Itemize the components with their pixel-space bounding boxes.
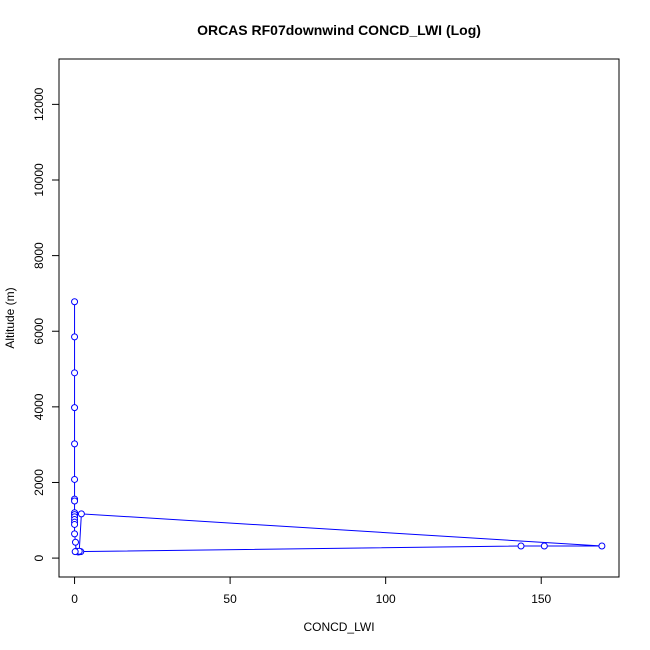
data-point — [540, 542, 548, 550]
y-tick-label: 2000 — [32, 469, 46, 496]
data-point — [71, 530, 79, 538]
y-axis: 0 2000 4000 6000 8000 10000 12000 — [32, 87, 60, 561]
data-point — [71, 520, 79, 528]
x-tick-label: 50 — [223, 592, 237, 606]
y-tick-label: 10000 — [32, 163, 46, 197]
data-point — [71, 538, 79, 546]
y-axis-label: Altitude (m) — [3, 287, 17, 348]
y-tick-label: 0 — [32, 554, 46, 561]
series-line — [74, 301, 602, 553]
y-tick-label: 12000 — [32, 87, 46, 121]
data-point — [71, 548, 79, 556]
y-tick-label: 4000 — [32, 393, 46, 420]
x-axis-label: CONCD_LWI — [303, 620, 374, 634]
x-tick-label: 150 — [531, 592, 551, 606]
data-point — [517, 542, 525, 550]
y-tick-label: 8000 — [32, 242, 46, 269]
data-point — [71, 475, 79, 483]
plot-frame — [58, 58, 620, 578]
data-point — [71, 369, 79, 377]
data-point — [71, 404, 79, 412]
data-point — [71, 298, 79, 306]
series-layer — [71, 298, 606, 556]
data-point — [71, 497, 79, 505]
data-point — [598, 542, 606, 550]
x-axis: 0 50 100 150 — [71, 576, 552, 606]
chart-title: ORCAS RF07downwind CONCD_LWI (Log) — [197, 22, 481, 38]
x-tick-label: 0 — [71, 592, 78, 606]
x-tick-label: 100 — [376, 592, 396, 606]
data-point — [71, 440, 79, 448]
data-point — [77, 510, 85, 518]
data-point — [71, 333, 79, 341]
y-tick-label: 6000 — [32, 318, 46, 345]
